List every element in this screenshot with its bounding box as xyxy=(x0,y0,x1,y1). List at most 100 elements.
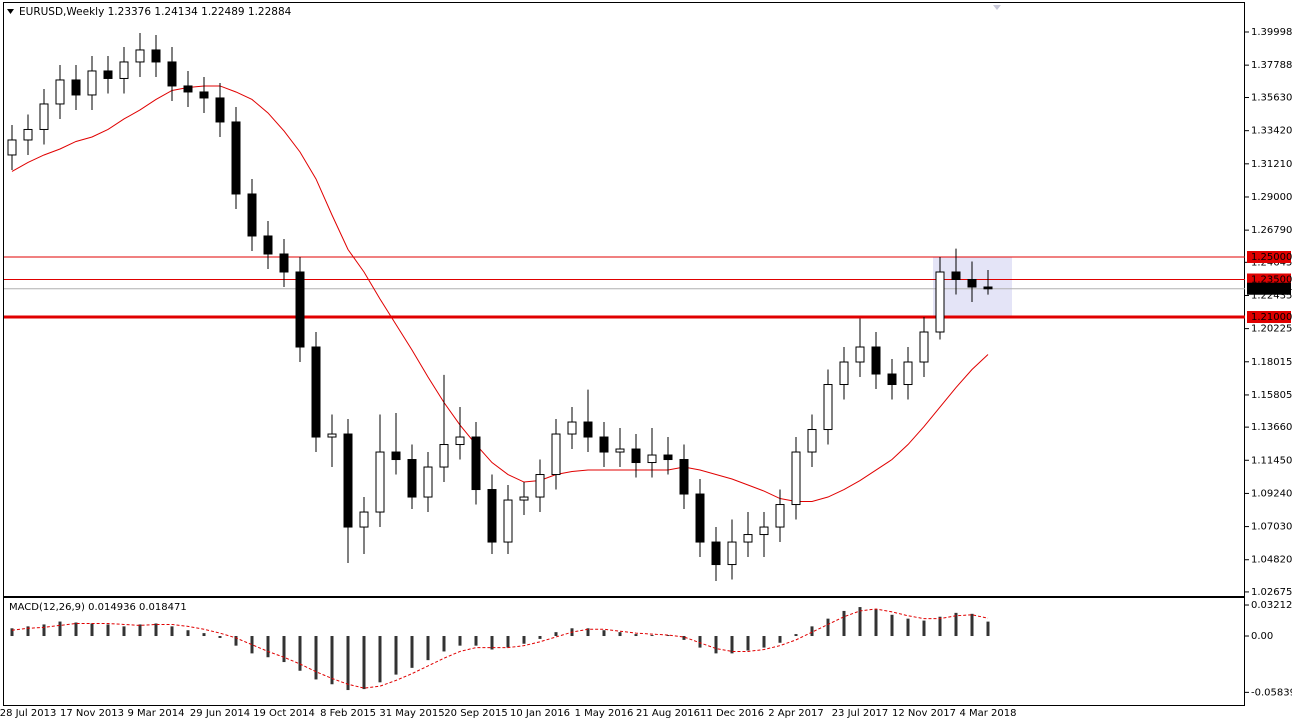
candle-body xyxy=(23,128,33,141)
x-tick-label: 8 Feb 2015 xyxy=(320,708,376,719)
candle-body xyxy=(743,534,753,543)
macd-bar xyxy=(634,634,638,637)
candle-body xyxy=(87,70,97,96)
y-tick-label: 1.31210 xyxy=(1251,159,1292,170)
macd-bar xyxy=(106,624,110,637)
macd-bar xyxy=(10,628,14,637)
x-tick-label: 19 Oct 2014 xyxy=(253,708,315,719)
macd-bar xyxy=(330,636,334,685)
macd-bar xyxy=(378,636,382,683)
y-tick-label: 1.02675 xyxy=(1251,587,1292,598)
x-tick-label: 9 Mar 2014 xyxy=(127,708,184,719)
candle-body xyxy=(119,61,129,79)
candle-body xyxy=(887,373,897,386)
level-label: 1.23500 xyxy=(1251,274,1292,285)
macd-bar xyxy=(842,610,846,637)
macd-bar xyxy=(138,624,142,637)
candle-body xyxy=(583,421,593,438)
macd-bar xyxy=(26,626,30,637)
x-tick-label: 1 May 2016 xyxy=(575,708,634,719)
candle-body xyxy=(39,103,49,130)
y-tick-label: 1.29000 xyxy=(1251,192,1292,203)
macd-bar xyxy=(394,636,398,675)
macd-bar xyxy=(90,623,94,637)
macd-bar xyxy=(218,636,222,638)
macd-bar xyxy=(954,612,958,637)
candle-body xyxy=(535,474,545,498)
candle-body xyxy=(7,139,17,156)
macd-bar xyxy=(826,618,830,637)
macd-bar xyxy=(122,626,126,637)
macd-bar xyxy=(586,628,590,637)
candle-body xyxy=(247,193,257,237)
y-tick-label: 1.22435 xyxy=(1251,290,1292,301)
current-price-label: 1.22884 xyxy=(1251,284,1292,295)
candle-body xyxy=(791,451,801,506)
signal-line xyxy=(11,608,989,689)
macd-bar xyxy=(666,635,670,637)
macd-bar xyxy=(42,624,46,637)
candle-body xyxy=(455,436,465,446)
candle-body xyxy=(503,499,513,543)
macd-bar xyxy=(858,607,862,637)
y-tick-label: -0.058393 xyxy=(1251,687,1292,698)
candle-body xyxy=(567,421,577,435)
candle-body xyxy=(615,448,625,453)
macd-bar xyxy=(346,636,350,691)
level-label: 1.25000 xyxy=(1251,252,1292,263)
y-tick-label: 1.04820 xyxy=(1251,555,1292,566)
macd-bar xyxy=(794,634,798,637)
y-tick-label: 1.07030 xyxy=(1251,522,1292,533)
macd-bar xyxy=(730,636,734,654)
menu-arrow[interactable] xyxy=(7,9,14,14)
macd-bar xyxy=(250,636,254,654)
candle-body xyxy=(343,433,353,528)
y-tick-label: 1.37788 xyxy=(1251,60,1292,71)
macd-bar xyxy=(986,621,990,637)
x-tick-label: 28 Jul 2013 xyxy=(0,708,56,719)
candle-body xyxy=(711,541,721,566)
candle-body xyxy=(199,91,209,99)
candle-body xyxy=(775,504,785,528)
y-tick-label: 1.09240 xyxy=(1251,488,1292,499)
macd-bar xyxy=(522,636,526,644)
x-tick-label: 2 Apr 2017 xyxy=(768,708,823,719)
macd-bar xyxy=(490,636,494,650)
candle-body xyxy=(871,346,881,375)
macd-bar xyxy=(938,616,942,637)
macd-bar xyxy=(426,636,430,661)
candle-body xyxy=(327,433,337,438)
macd-bar xyxy=(202,633,206,637)
candle-body xyxy=(983,286,993,290)
candle-body xyxy=(823,384,833,431)
candle-body xyxy=(839,361,849,386)
macd-bar xyxy=(650,635,654,637)
candle-body xyxy=(551,433,561,476)
candle-body xyxy=(167,61,177,87)
x-tick-label: 12 Nov 2017 xyxy=(892,708,956,719)
candle-body xyxy=(151,49,161,63)
macd-bar xyxy=(890,614,894,637)
candle-body xyxy=(967,278,977,288)
candle-body xyxy=(759,526,769,536)
macd-bar xyxy=(698,636,702,648)
macd-bar xyxy=(746,636,750,651)
macd-bar xyxy=(682,636,686,640)
x-tick-label: 10 Jan 2016 xyxy=(510,708,570,719)
candle-body xyxy=(663,454,673,461)
y-tick-label: 1.15805 xyxy=(1251,390,1292,401)
macd-bar xyxy=(810,626,814,637)
candle-body xyxy=(391,451,401,461)
macd-bar xyxy=(778,636,782,643)
macd-bar xyxy=(538,636,542,639)
candle-body xyxy=(727,541,737,566)
price-panel-frame xyxy=(3,2,1245,597)
candle-body xyxy=(423,466,433,498)
current-price-box xyxy=(1247,282,1291,295)
candle-body xyxy=(855,346,865,363)
x-tick-label: 23 Jul 2017 xyxy=(832,708,889,719)
macd-title: MACD(12,26,9) 0.014936 0.018471 xyxy=(9,602,187,613)
candle-body xyxy=(647,454,657,464)
macd-bar xyxy=(314,636,318,680)
